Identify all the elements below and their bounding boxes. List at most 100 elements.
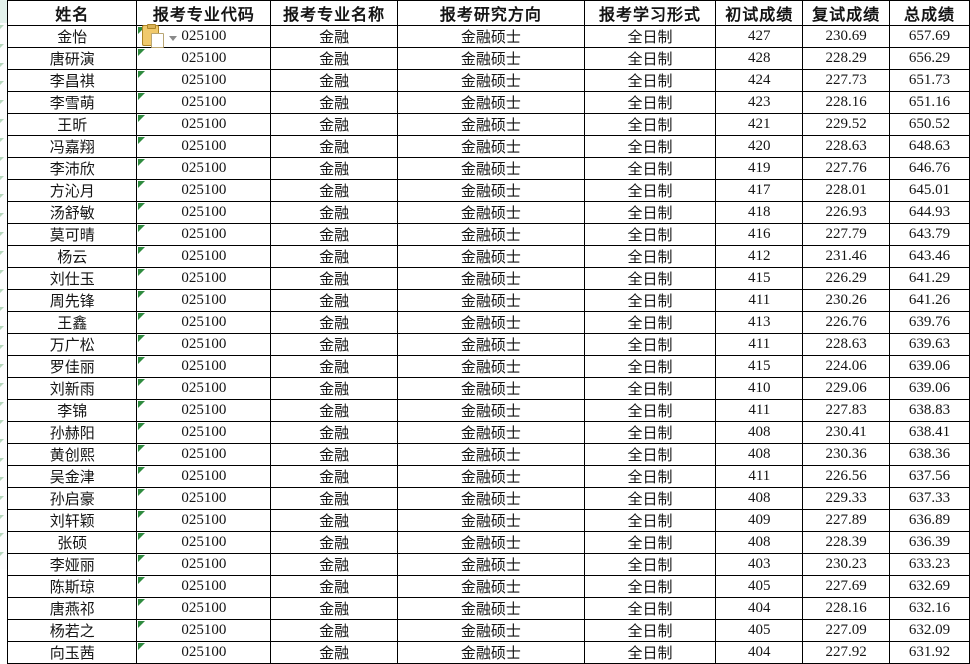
cell-major-code[interactable]: 025100 — [136, 509, 272, 532]
column-header-research-direction[interactable]: 报考研究方向 — [397, 0, 585, 26]
cell-initial-score[interactable]: 411 — [715, 399, 804, 422]
cell-major-name[interactable]: 金融 — [270, 289, 399, 312]
cell-total-score[interactable]: 639.06 — [889, 377, 970, 400]
cell-major-name[interactable]: 金融 — [270, 575, 399, 598]
cell-initial-score[interactable]: 413 — [715, 311, 804, 334]
cell-research-direction[interactable]: 金融硕士 — [397, 443, 585, 466]
cell-major-code[interactable]: 025100 — [136, 641, 272, 664]
cell-major-name[interactable]: 金融 — [270, 465, 399, 488]
cell-initial-score[interactable]: 411 — [715, 289, 804, 312]
cell-study-form[interactable]: 全日制 — [583, 201, 717, 224]
cell-name[interactable]: 刘轩颖 — [6, 509, 138, 532]
cell-research-direction[interactable]: 金融硕士 — [397, 355, 585, 378]
cell-major-name[interactable]: 金融 — [270, 509, 399, 532]
cell-major-code[interactable]: 025100 — [136, 113, 272, 136]
cell-initial-score[interactable]: 415 — [715, 355, 804, 378]
cell-initial-score[interactable]: 408 — [715, 487, 804, 510]
cell-initial-score[interactable]: 405 — [715, 575, 804, 598]
cell-initial-score[interactable]: 404 — [715, 597, 804, 620]
cell-total-score[interactable]: 641.29 — [889, 267, 970, 290]
cell-initial-score[interactable]: 408 — [715, 421, 804, 444]
cell-retest-score[interactable]: 227.83 — [802, 399, 891, 422]
cell-major-code[interactable]: 025100 — [136, 135, 272, 158]
cell-initial-score[interactable]: 403 — [715, 553, 804, 576]
cell-major-name[interactable]: 金融 — [270, 113, 399, 136]
cell-total-score[interactable]: 636.89 — [889, 509, 970, 532]
cell-name[interactable]: 李雪萌 — [6, 91, 138, 114]
cell-study-form[interactable]: 全日制 — [583, 399, 717, 422]
cell-research-direction[interactable]: 金融硕士 — [397, 47, 585, 70]
cell-study-form[interactable]: 全日制 — [583, 487, 717, 510]
cell-study-form[interactable]: 全日制 — [583, 157, 717, 180]
cell-major-name[interactable]: 金融 — [270, 641, 399, 664]
cell-major-name[interactable]: 金融 — [270, 487, 399, 510]
cell-research-direction[interactable]: 金融硕士 — [397, 311, 585, 334]
cell-major-name[interactable]: 金融 — [270, 311, 399, 334]
cell-name[interactable]: 唐研演 — [6, 47, 138, 70]
cell-name[interactable]: 黄创熙 — [6, 443, 138, 466]
cell-major-code[interactable]: 025100 — [136, 575, 272, 598]
cell-research-direction[interactable]: 金融硕士 — [397, 179, 585, 202]
cell-major-name[interactable]: 金融 — [270, 201, 399, 224]
cell-research-direction[interactable]: 金融硕士 — [397, 69, 585, 92]
cell-initial-score[interactable]: 404 — [715, 641, 804, 664]
cell-major-code[interactable]: 025100 — [136, 553, 272, 576]
cell-retest-score[interactable]: 224.06 — [802, 355, 891, 378]
cell-retest-score[interactable]: 228.63 — [802, 135, 891, 158]
cell-name[interactable]: 万广松 — [6, 333, 138, 356]
cell-major-name[interactable]: 金融 — [270, 553, 399, 576]
cell-total-score[interactable]: 643.79 — [889, 223, 970, 246]
cell-retest-score[interactable]: 227.76 — [802, 157, 891, 180]
cell-major-name[interactable]: 金融 — [270, 47, 399, 70]
cell-research-direction[interactable]: 金融硕士 — [397, 641, 585, 664]
cell-major-code[interactable]: 025100 — [136, 69, 272, 92]
cell-research-direction[interactable]: 金融硕士 — [397, 289, 585, 312]
cell-retest-score[interactable]: 227.92 — [802, 641, 891, 664]
column-header-study-form[interactable]: 报考学习形式 — [583, 0, 717, 26]
cell-initial-score[interactable]: 416 — [715, 223, 804, 246]
cell-study-form[interactable]: 全日制 — [583, 311, 717, 334]
cell-initial-score[interactable]: 421 — [715, 113, 804, 136]
cell-study-form[interactable]: 全日制 — [583, 333, 717, 356]
cell-retest-score[interactable]: 227.73 — [802, 69, 891, 92]
cell-initial-score[interactable]: 419 — [715, 157, 804, 180]
cell-study-form[interactable]: 全日制 — [583, 553, 717, 576]
cell-study-form[interactable]: 全日制 — [583, 289, 717, 312]
cell-name[interactable]: 冯嘉翔 — [6, 135, 138, 158]
cell-major-name[interactable]: 金融 — [270, 267, 399, 290]
cell-research-direction[interactable]: 金融硕士 — [397, 157, 585, 180]
cell-study-form[interactable]: 全日制 — [583, 509, 717, 532]
cell-research-direction[interactable]: 金融硕士 — [397, 487, 585, 510]
cell-initial-score[interactable]: 427 — [715, 25, 804, 48]
cell-major-code[interactable]: 025100 — [136, 267, 272, 290]
cell-major-code[interactable]: 025100 — [136, 157, 272, 180]
column-header-total-score[interactable]: 总成绩 — [889, 0, 970, 26]
cell-initial-score[interactable]: 417 — [715, 179, 804, 202]
cell-initial-score[interactable]: 423 — [715, 91, 804, 114]
cell-initial-score[interactable]: 409 — [715, 509, 804, 532]
cell-major-name[interactable]: 金融 — [270, 399, 399, 422]
cell-major-name[interactable]: 金融 — [270, 377, 399, 400]
cell-research-direction[interactable]: 金融硕士 — [397, 135, 585, 158]
cell-study-form[interactable]: 全日制 — [583, 531, 717, 554]
cell-retest-score[interactable]: 226.93 — [802, 201, 891, 224]
cell-study-form[interactable]: 全日制 — [583, 377, 717, 400]
cell-total-score[interactable]: 638.36 — [889, 443, 970, 466]
cell-total-score[interactable]: 631.92 — [889, 641, 970, 664]
cell-initial-score[interactable]: 410 — [715, 377, 804, 400]
cell-name[interactable]: 李娅丽 — [6, 553, 138, 576]
cell-retest-score[interactable]: 228.39 — [802, 531, 891, 554]
cell-retest-score[interactable]: 230.41 — [802, 421, 891, 444]
cell-retest-score[interactable]: 229.52 — [802, 113, 891, 136]
cell-major-name[interactable]: 金融 — [270, 69, 399, 92]
cell-research-direction[interactable]: 金融硕士 — [397, 91, 585, 114]
cell-initial-score[interactable]: 411 — [715, 333, 804, 356]
cell-major-name[interactable]: 金融 — [270, 443, 399, 466]
cell-major-code[interactable]: 025100 — [136, 399, 272, 422]
cell-total-score[interactable]: 637.33 — [889, 487, 970, 510]
cell-major-code[interactable]: 025100 — [136, 223, 272, 246]
cell-name[interactable]: 张硕 — [6, 531, 138, 554]
cell-retest-score[interactable]: 227.89 — [802, 509, 891, 532]
cell-major-name[interactable]: 金融 — [270, 223, 399, 246]
cell-total-score[interactable]: 644.93 — [889, 201, 970, 224]
